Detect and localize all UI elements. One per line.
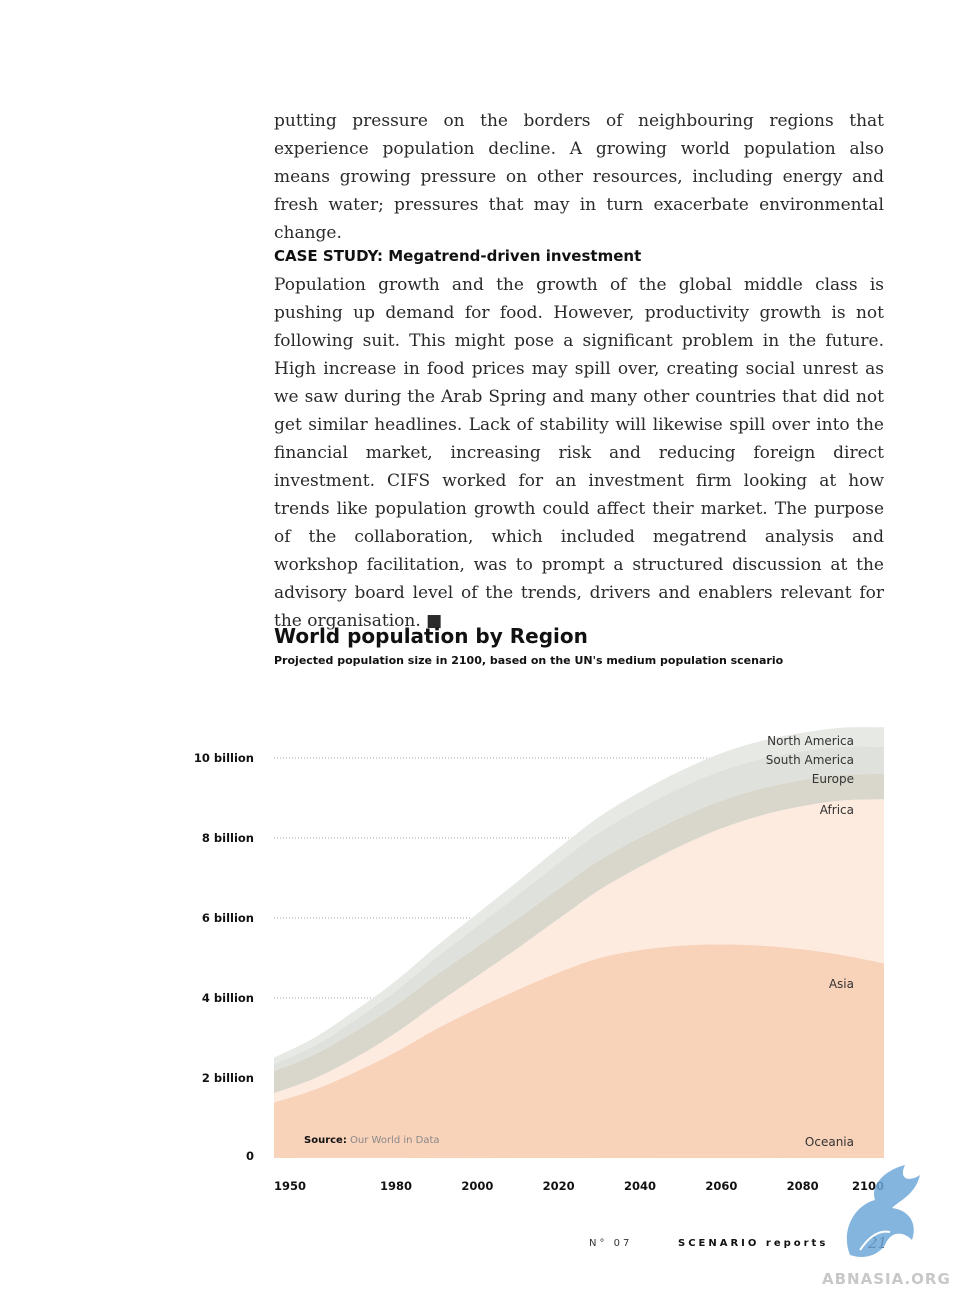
series-label: Oceania [805, 1135, 854, 1149]
area-series [274, 727, 884, 1158]
area-south-america [274, 746, 884, 1072]
y-axis-ticks: 0 2 billion 4 billion 6 billion 8 billion 10 … [194, 751, 254, 1163]
area-asia [274, 944, 884, 1158]
x-axis-ticks: 1950 1980 2000 2020 2040 2060 2080 2100 [274, 1179, 884, 1193]
series-label: Asia [829, 977, 854, 991]
chart-source: Source: Our World in Data [304, 1135, 440, 1146]
x-tick-label: 2000 [461, 1179, 493, 1193]
x-tick-label: 2060 [705, 1179, 737, 1193]
chart-title: World population by Region [274, 624, 588, 648]
x-tick-label: 2020 [543, 1179, 575, 1193]
x-tick-label: 1950 [274, 1179, 306, 1193]
case-study-heading: CASE STUDY: Megatrend-driven investment [274, 247, 642, 265]
area-north-america [274, 727, 884, 1065]
series-label: Europe [812, 772, 854, 786]
x-tick-label: 2040 [624, 1179, 656, 1193]
area-africa [274, 799, 884, 1103]
chart-subtitle: Projected population size in 2100, based… [274, 654, 784, 667]
area-europe [274, 774, 884, 1094]
body-paragraph-1: putting pressure on the borders of neigh… [274, 111, 884, 243]
series-label: South America [766, 753, 854, 767]
griffin-logo-icon [846, 1165, 920, 1257]
series-label: Africa [820, 803, 854, 817]
y-tick-label: 6 billion [202, 911, 254, 925]
body-paragraph-2: Population growth and the growth of the … [274, 275, 884, 631]
issue-number: N° 07 [589, 1238, 633, 1249]
watermark-text: ABNASIA.ORG [822, 1270, 951, 1288]
y-tick-label: 8 billion [202, 831, 254, 845]
x-tick-label: 1980 [380, 1179, 412, 1193]
area-oceania [274, 1155, 884, 1158]
source-text: Our World in Data [350, 1135, 440, 1146]
population-area-chart: 0 2 billion 4 billion 6 billion 8 billion 10 … [194, 727, 884, 1193]
y-tick-label: 4 billion [202, 991, 254, 1005]
series-label: North America [767, 734, 854, 748]
y-tick-label: 0 [246, 1149, 254, 1163]
region-labels: Oceania Asia Africa Europe South America Nort… [766, 734, 854, 1149]
source-label: Source: [304, 1135, 347, 1146]
x-tick-label: 2080 [787, 1179, 819, 1193]
series-name: SCENARIO reports [678, 1238, 829, 1249]
y-tick-label: 10 billion [194, 751, 254, 765]
y-tick-label: 2 billion [202, 1071, 254, 1085]
